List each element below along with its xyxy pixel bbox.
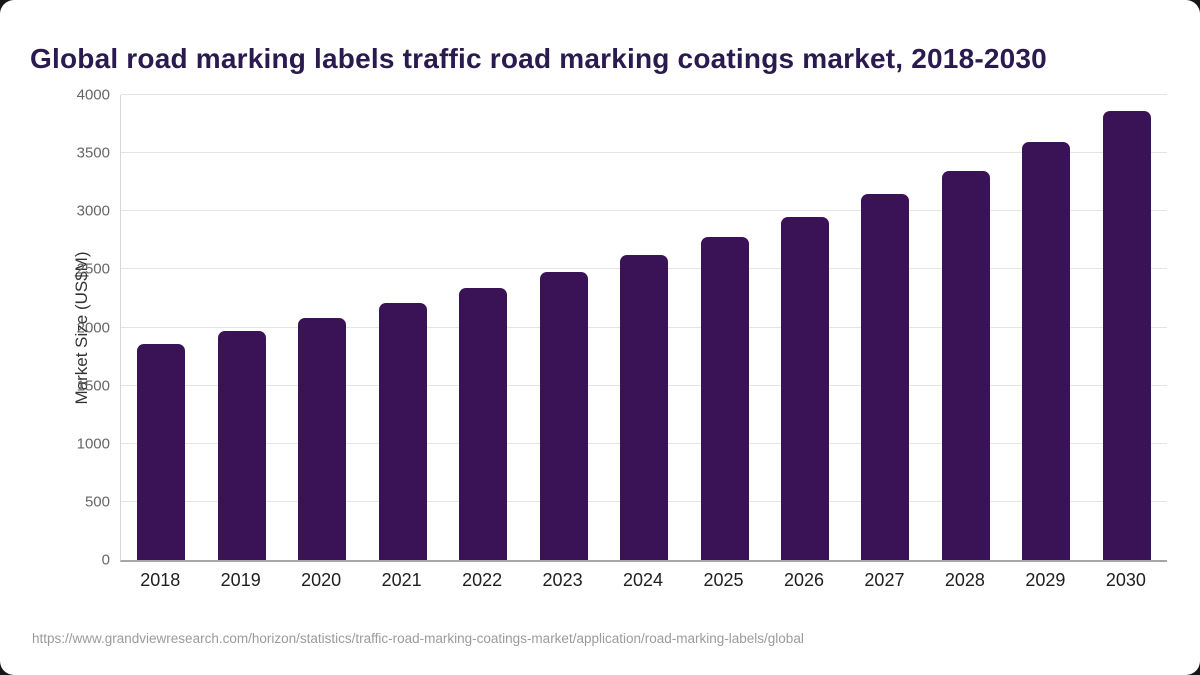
- bar-2021: [378, 303, 427, 560]
- y-tick-label: 3000: [76, 202, 110, 220]
- x-tick-label: 2023: [542, 570, 583, 590]
- y-tick-label: 2500: [76, 260, 110, 278]
- bar-slot: [443, 95, 523, 560]
- x-tick-label: 2030: [1105, 570, 1146, 590]
- x-tick-label: 2026: [783, 570, 824, 590]
- gridline: [121, 210, 1167, 212]
- bar-slot: [684, 95, 764, 560]
- bar-slot: [362, 95, 442, 560]
- bar-series: [121, 95, 1167, 560]
- y-tick-label: 500: [84, 493, 110, 511]
- bar-2027: [861, 193, 910, 560]
- bar-slot: [926, 95, 1006, 560]
- bar-2030: [1102, 111, 1151, 560]
- bar-slot: [845, 95, 925, 560]
- chart-title: Global road marking labels traffic road …: [30, 42, 1047, 74]
- x-tick-label: 2028: [944, 570, 985, 590]
- bar-slot: [1006, 95, 1086, 560]
- x-tick-label: 2029: [1025, 570, 1066, 590]
- bar-2018: [137, 343, 186, 560]
- bar-2024: [620, 255, 669, 560]
- bar-2025: [700, 236, 749, 560]
- y-tick-label: 0: [101, 551, 110, 569]
- x-tick-label: 2018: [140, 570, 181, 590]
- bar-2023: [539, 271, 588, 560]
- x-tick-label: 2019: [220, 570, 261, 590]
- bar-2029: [1022, 141, 1071, 560]
- gridline: [121, 152, 1167, 154]
- x-tick-label: 2020: [301, 570, 342, 590]
- x-tick-label: 2025: [703, 570, 744, 590]
- y-tick-label: 4000: [76, 86, 110, 104]
- source-url: https://www.grandviewresearch.com/horizo…: [32, 631, 804, 646]
- gridline: [121, 94, 1167, 95]
- x-tick-label: 2027: [864, 570, 905, 590]
- y-axis-tick-labels: 0 500 1000 1500 2000 2500 3000 3500 4000: [0, 87, 110, 569]
- y-tick-label: 3500: [76, 144, 110, 162]
- x-tick-label: 2022: [462, 570, 503, 590]
- y-tick-label: 2000: [76, 319, 110, 336]
- bar-slot: [604, 95, 684, 560]
- y-tick-label: 1000: [76, 435, 110, 453]
- bar-2026: [780, 217, 829, 560]
- x-tick-label: 2024: [623, 570, 664, 590]
- bar-slot: [523, 95, 603, 560]
- bar-2019: [217, 331, 266, 560]
- y-tick-label: 1500: [76, 377, 110, 395]
- bar-2028: [941, 170, 990, 560]
- bar-2020: [298, 318, 347, 560]
- bar-slot: [201, 95, 281, 560]
- plot-area: [120, 94, 1167, 562]
- bar-slot: [282, 95, 362, 560]
- bar-slot: [1087, 95, 1167, 560]
- bar-2022: [459, 287, 508, 560]
- x-tick-label: 2021: [381, 570, 422, 590]
- x-axis-tick-labels: 2018 2019 2020 2021 2022 2023 2024 2025 2026 2027…: [120, 570, 1166, 591]
- bar-slot: [765, 95, 845, 560]
- bar-slot: [121, 95, 201, 560]
